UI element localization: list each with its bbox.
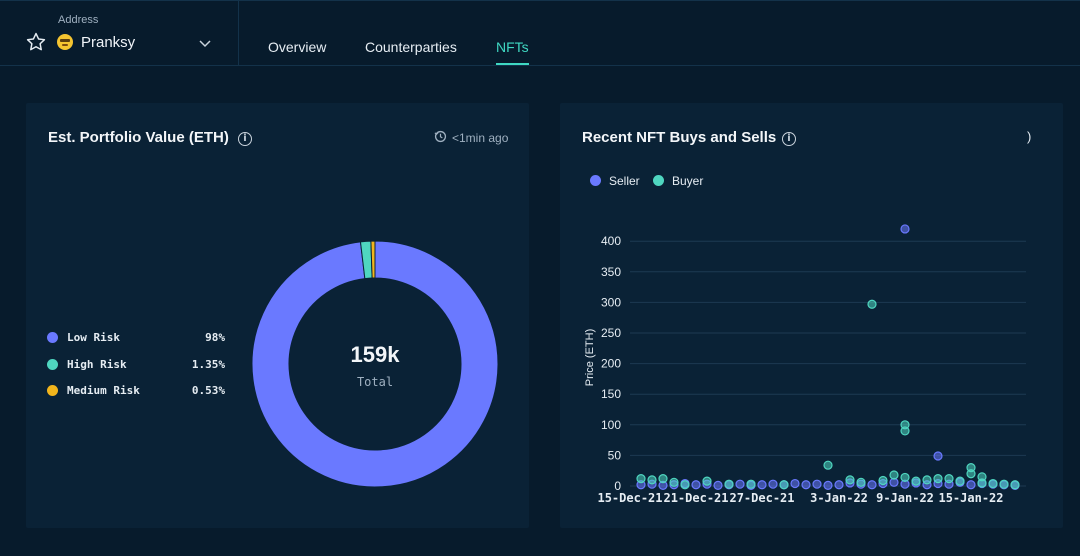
scatter-point-buyer[interactable] bbox=[966, 469, 976, 479]
legend-label: Medium Risk bbox=[67, 384, 140, 397]
legend-dot bbox=[47, 359, 58, 370]
scatter-point-buyer[interactable] bbox=[779, 480, 789, 490]
scatter-point-seller[interactable] bbox=[801, 480, 811, 490]
scatter-point-seller[interactable] bbox=[713, 480, 723, 490]
nft-scatter-chart[interactable]: 0 50 100 150 200 250 300 350 400 Price (ETH) 15-De… bbox=[560, 103, 1063, 528]
legend-dot bbox=[590, 175, 601, 186]
x-tick-label: 3-Jan-22 bbox=[810, 491, 868, 505]
address-selector[interactable]: Address Pranksy bbox=[0, 1, 239, 65]
x-tick-label: 27-Dec-21 bbox=[729, 491, 794, 505]
y-tick-label: 100 bbox=[601, 418, 621, 432]
nft-trades-card: Recent NFT Buys and Sells i ) Seller Buy… bbox=[560, 103, 1063, 528]
y-tick-label: 300 bbox=[601, 295, 621, 309]
scatter-point-seller[interactable] bbox=[790, 478, 800, 489]
legend-pct: 0.53% bbox=[191, 384, 225, 397]
x-tick-label: 15-Dec-21 bbox=[597, 491, 662, 505]
scatter-point-buyer[interactable] bbox=[724, 479, 734, 489]
address-name: Pranksy bbox=[81, 34, 136, 51]
star-icon[interactable] bbox=[25, 31, 47, 53]
scatter-point-seller[interactable] bbox=[867, 480, 877, 490]
scatter-point-buyer[interactable] bbox=[867, 299, 877, 309]
scatter-point-seller[interactable] bbox=[812, 479, 822, 489]
scatter-point-buyer[interactable] bbox=[856, 477, 866, 487]
chevron-down-icon[interactable] bbox=[198, 36, 212, 50]
scatter-point-buyer[interactable] bbox=[889, 470, 899, 480]
donut-slice-medium-risk[interactable] bbox=[370, 240, 376, 279]
donut-total-value: 159k bbox=[350, 342, 400, 367]
legend-dot bbox=[653, 175, 664, 186]
legend-dot bbox=[47, 385, 58, 396]
x-tick-label: 15-Jan-22 bbox=[938, 491, 1003, 505]
y-axis-label: Price (ETH) bbox=[584, 329, 596, 386]
legend-label: High Risk bbox=[67, 358, 127, 371]
scatter-point-seller[interactable] bbox=[823, 480, 833, 490]
scatter-point-seller[interactable] bbox=[834, 480, 844, 490]
active-tab-indicator bbox=[496, 63, 529, 65]
scatter-point-buyer[interactable] bbox=[999, 479, 1009, 489]
y-tick-label: 400 bbox=[601, 234, 621, 248]
scatter-point-buyer[interactable] bbox=[955, 476, 965, 486]
legend-label: Seller bbox=[609, 174, 640, 188]
scatter-point-buyer[interactable] bbox=[900, 426, 910, 436]
scatter-point-buyer[interactable] bbox=[746, 479, 756, 489]
scatter-point-buyer[interactable] bbox=[1010, 480, 1020, 490]
scatter-point-buyer[interactable] bbox=[636, 474, 646, 484]
scatter-point-buyer[interactable] bbox=[669, 477, 679, 487]
menu-icon[interactable]: ) bbox=[1027, 129, 1032, 144]
tab-counterparties[interactable]: Counterparties bbox=[365, 39, 457, 55]
scatter-point-buyer[interactable] bbox=[658, 474, 668, 484]
y-tick-label: 350 bbox=[601, 265, 621, 279]
scatter-point-buyer[interactable] bbox=[911, 476, 921, 486]
portfolio-card: Est. Portfolio Value (ETH) i <1min ago L… bbox=[26, 103, 529, 528]
y-tick-label: 200 bbox=[601, 357, 621, 371]
x-tick-label: 21-Dec-21 bbox=[663, 491, 728, 505]
legend-label: Buyer bbox=[672, 174, 704, 188]
donut-total-caption: Total bbox=[356, 375, 394, 389]
scatter-point-buyer[interactable] bbox=[900, 472, 910, 483]
scatter-point-buyer[interactable] bbox=[702, 476, 712, 486]
last-updated: <1min ago bbox=[452, 131, 509, 145]
x-tick-label: 9-Jan-22 bbox=[876, 491, 934, 505]
scatter-point-buyer[interactable] bbox=[988, 478, 998, 489]
y-tick-label: 50 bbox=[608, 448, 622, 462]
top-bar: Address Pranksy Overview Counterparties … bbox=[0, 0, 1080, 66]
scatter-point-buyer[interactable] bbox=[823, 460, 833, 470]
scatter-point-seller[interactable] bbox=[691, 480, 701, 490]
scatter-point-buyer[interactable] bbox=[878, 475, 888, 486]
scatter-point-buyer[interactable] bbox=[647, 475, 657, 485]
scatter-point-seller[interactable] bbox=[735, 479, 745, 489]
legend-label: Low Risk bbox=[67, 331, 120, 344]
tab-nfts[interactable]: NFTs bbox=[496, 39, 529, 55]
nerd-face-icon bbox=[57, 34, 73, 50]
y-tick-label: 0 bbox=[614, 479, 621, 493]
scatter-point-seller[interactable] bbox=[933, 451, 943, 461]
scatter-point-seller[interactable] bbox=[966, 480, 976, 490]
legend-pct: 1.35% bbox=[191, 358, 225, 371]
scatter-point-seller[interactable] bbox=[768, 479, 778, 489]
scatter-point-buyer[interactable] bbox=[680, 480, 690, 490]
refresh-clock-icon[interactable] bbox=[434, 130, 447, 143]
y-tick-label: 150 bbox=[601, 387, 621, 401]
tab-overview[interactable]: Overview bbox=[268, 39, 327, 55]
nft-trades-title: Recent NFT Buys and Sells bbox=[582, 129, 777, 146]
scatter-point-buyer[interactable] bbox=[977, 478, 987, 488]
scatter-point-seller[interactable] bbox=[757, 480, 767, 490]
legend-dot bbox=[47, 332, 58, 343]
address-caption: Address bbox=[58, 14, 99, 26]
legend-pct: 98% bbox=[205, 331, 225, 344]
scatter-point-buyer[interactable] bbox=[933, 474, 943, 484]
scatter-point-buyer[interactable] bbox=[845, 475, 855, 485]
portfolio-title: Est. Portfolio Value (ETH) bbox=[48, 129, 229, 146]
y-tick-label: 250 bbox=[601, 326, 621, 340]
donut-slice-low-risk[interactable] bbox=[251, 240, 499, 488]
scatter-point-buyer[interactable] bbox=[922, 475, 932, 485]
scatter-point-seller[interactable] bbox=[900, 224, 910, 234]
info-icon[interactable]: i bbox=[782, 132, 796, 146]
scatter-point-buyer[interactable] bbox=[944, 474, 954, 484]
portfolio-donut-chart[interactable] bbox=[251, 240, 499, 488]
info-icon[interactable]: i bbox=[238, 132, 252, 146]
